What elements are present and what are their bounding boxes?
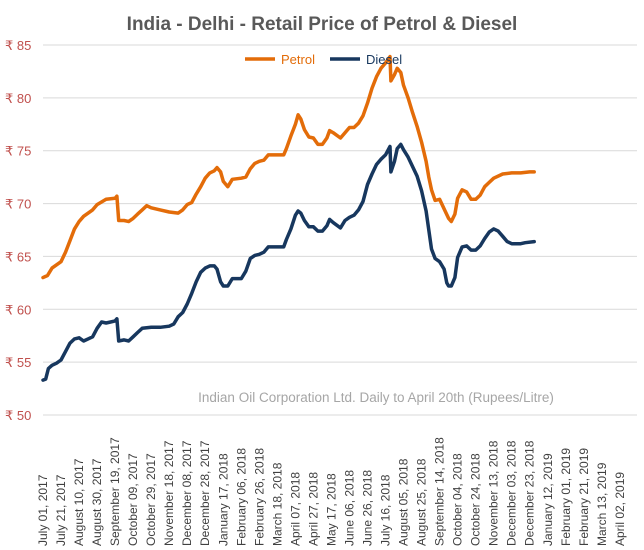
x-tick-label: February 26, 2018: [252, 448, 266, 546]
series-line-diesel: [41, 142, 536, 382]
legend-label-diesel: Diesel: [366, 52, 402, 67]
y-tick-label: ₹ 80: [5, 91, 31, 106]
x-tick-label: May 17, 2018: [324, 473, 338, 546]
x-tick-label: October 09, 2017: [126, 453, 140, 546]
x-tick-label: June 06, 2018: [342, 470, 356, 546]
x-tick-label: January 12, 2019: [541, 453, 555, 546]
chart-title: India - Delhi - Retail Price of Petrol &…: [127, 14, 518, 35]
x-tick-label: April 02, 2019: [613, 472, 627, 546]
gridlines: [43, 44, 637, 416]
y-axis-ticks: ₹ 50 ₹ 55 ₹ 60 ₹ 65 ₹ 70 ₹ 75 ₹ 80 ₹ 85: [5, 38, 31, 423]
x-tick-label: March 13, 2019: [595, 462, 609, 546]
y-tick-label: ₹ 60: [5, 302, 31, 317]
x-tick-label: June 26, 2018: [360, 470, 374, 546]
y-tick-label: ₹ 85: [5, 38, 31, 53]
x-tick-label: February 01, 2019: [559, 448, 573, 546]
series-line-petrol: [41, 54, 536, 280]
y-tick-label: ₹ 50: [5, 408, 31, 423]
x-tick-label: July 16, 2018: [379, 474, 393, 546]
x-tick-label: August 05, 2018: [397, 458, 411, 546]
x-tick-label: September 19, 2017: [108, 437, 122, 546]
x-tick-label: March 18, 2018: [270, 462, 284, 546]
x-axis-ticks: July 01, 2017 July 21, 2017 August 10, 201…: [36, 437, 627, 546]
x-tick-label: April 27, 2018: [306, 472, 320, 546]
x-tick-label: January 17, 2018: [216, 453, 230, 546]
y-tick-label: ₹ 65: [5, 249, 31, 264]
x-tick-label: February 21, 2019: [577, 448, 591, 546]
x-tick-label: July 21, 2017: [54, 474, 68, 546]
x-tick-label: August 25, 2018: [415, 458, 429, 546]
y-tick-label: ₹ 75: [5, 144, 31, 159]
y-tick-label: ₹ 70: [5, 197, 31, 212]
x-tick-label: December 28, 2017: [198, 440, 212, 546]
legend-label-petrol: Petrol: [281, 52, 315, 67]
x-tick-label: August 10, 2017: [72, 458, 86, 546]
x-tick-label: July 01, 2017: [36, 474, 50, 546]
x-tick-label: November 13, 2018: [487, 440, 501, 546]
legend: Petrol Diesel: [245, 52, 402, 67]
x-tick-label: October 24, 2018: [469, 453, 483, 546]
x-tick-label: December 23, 2018: [523, 440, 537, 546]
x-tick-label: December 08, 2017: [180, 440, 194, 546]
x-tick-label: October 04, 2018: [451, 453, 465, 546]
x-tick-label: September 14, 2018: [433, 437, 447, 546]
series-lines: [41, 54, 536, 382]
x-tick-label: February 06, 2018: [234, 448, 248, 546]
x-tick-label: April 07, 2018: [288, 472, 302, 546]
x-tick-label: October 29, 2017: [144, 453, 158, 546]
x-tick-label: August 30, 2017: [90, 458, 104, 546]
x-tick-label: December 03, 2018: [505, 440, 519, 546]
y-tick-label: ₹ 55: [5, 355, 31, 370]
source-annotation: Indian Oil Corporation Ltd. Daily to Apr…: [198, 390, 554, 405]
x-tick-label: November 18, 2017: [162, 440, 176, 546]
